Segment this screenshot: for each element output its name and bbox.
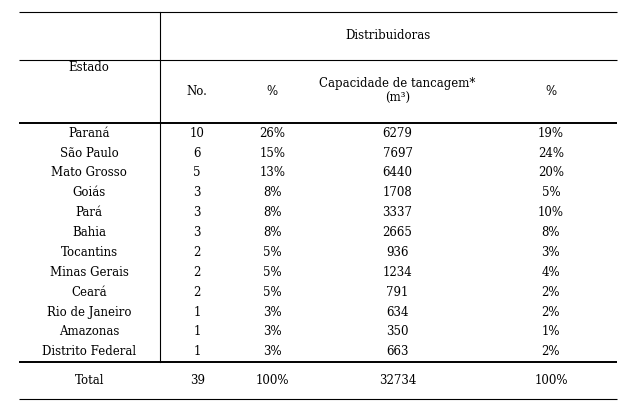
Text: 3%: 3% bbox=[263, 345, 282, 358]
Text: Goiás: Goiás bbox=[73, 186, 106, 199]
Text: 8%: 8% bbox=[541, 226, 560, 239]
Text: 5%: 5% bbox=[541, 186, 560, 199]
Text: 936: 936 bbox=[386, 246, 409, 259]
Text: 3%: 3% bbox=[541, 246, 560, 259]
Text: Paraná: Paraná bbox=[68, 127, 110, 140]
Text: 2%: 2% bbox=[541, 305, 560, 319]
Text: Minas Gerais: Minas Gerais bbox=[50, 266, 128, 279]
Text: 20%: 20% bbox=[538, 166, 564, 180]
Text: Amazonas: Amazonas bbox=[59, 326, 120, 338]
Text: 791: 791 bbox=[386, 286, 409, 299]
Text: 3: 3 bbox=[193, 206, 201, 219]
Text: 100%: 100% bbox=[255, 374, 289, 387]
Text: 5%: 5% bbox=[263, 246, 282, 259]
Text: Bahia: Bahia bbox=[72, 226, 106, 239]
Text: Capacidade de tancagem*
(m³): Capacidade de tancagem* (m³) bbox=[319, 77, 476, 106]
Text: 2: 2 bbox=[193, 246, 201, 259]
Text: 3337: 3337 bbox=[382, 206, 413, 219]
Text: 10: 10 bbox=[190, 127, 205, 140]
Text: 5%: 5% bbox=[263, 286, 282, 299]
Text: Pará: Pará bbox=[76, 206, 103, 219]
Text: 1: 1 bbox=[193, 326, 201, 338]
Text: 6279: 6279 bbox=[382, 127, 413, 140]
Text: 4%: 4% bbox=[541, 266, 560, 279]
Text: Rio de Janeiro: Rio de Janeiro bbox=[47, 305, 131, 319]
Text: 5%: 5% bbox=[263, 266, 282, 279]
Text: 1708: 1708 bbox=[382, 186, 413, 199]
Text: 2%: 2% bbox=[541, 345, 560, 358]
Text: 2665: 2665 bbox=[382, 226, 413, 239]
Text: 8%: 8% bbox=[263, 226, 282, 239]
Text: 13%: 13% bbox=[259, 166, 285, 180]
Text: 1234: 1234 bbox=[382, 266, 413, 279]
Text: 8%: 8% bbox=[263, 206, 282, 219]
Text: Distrito Federal: Distrito Federal bbox=[42, 345, 136, 358]
Text: 3%: 3% bbox=[263, 326, 282, 338]
Text: 19%: 19% bbox=[538, 127, 564, 140]
Text: 26%: 26% bbox=[259, 127, 285, 140]
Text: 24%: 24% bbox=[538, 147, 564, 159]
Text: 10%: 10% bbox=[538, 206, 564, 219]
Text: Distribuidoras: Distribuidoras bbox=[346, 30, 431, 42]
Text: 1: 1 bbox=[193, 305, 201, 319]
Text: Total: Total bbox=[74, 374, 104, 387]
Text: 32734: 32734 bbox=[379, 374, 416, 387]
Text: 8%: 8% bbox=[263, 186, 282, 199]
Text: 634: 634 bbox=[386, 305, 409, 319]
Text: 663: 663 bbox=[386, 345, 409, 358]
Text: 2: 2 bbox=[193, 286, 201, 299]
Text: %: % bbox=[267, 85, 278, 98]
Text: 7697: 7697 bbox=[382, 147, 413, 159]
Text: Estado: Estado bbox=[69, 61, 110, 74]
Text: 350: 350 bbox=[386, 326, 409, 338]
Text: 39: 39 bbox=[190, 374, 205, 387]
Text: 15%: 15% bbox=[259, 147, 285, 159]
Text: Tocantins: Tocantins bbox=[61, 246, 118, 259]
Text: São Paulo: São Paulo bbox=[60, 147, 118, 159]
Text: 2%: 2% bbox=[541, 286, 560, 299]
Text: 6440: 6440 bbox=[382, 166, 413, 180]
Text: 1: 1 bbox=[193, 345, 201, 358]
Text: 3: 3 bbox=[193, 186, 201, 199]
Text: Mato Grosso: Mato Grosso bbox=[51, 166, 127, 180]
Text: 100%: 100% bbox=[534, 374, 568, 387]
Text: 5: 5 bbox=[193, 166, 201, 180]
Text: No.: No. bbox=[187, 85, 208, 98]
Text: 6: 6 bbox=[193, 147, 201, 159]
Text: 2: 2 bbox=[193, 266, 201, 279]
Text: %: % bbox=[545, 85, 557, 98]
Text: 3%: 3% bbox=[263, 305, 282, 319]
Text: 3: 3 bbox=[193, 226, 201, 239]
Text: Ceará: Ceará bbox=[71, 286, 107, 299]
Text: 1%: 1% bbox=[541, 326, 560, 338]
